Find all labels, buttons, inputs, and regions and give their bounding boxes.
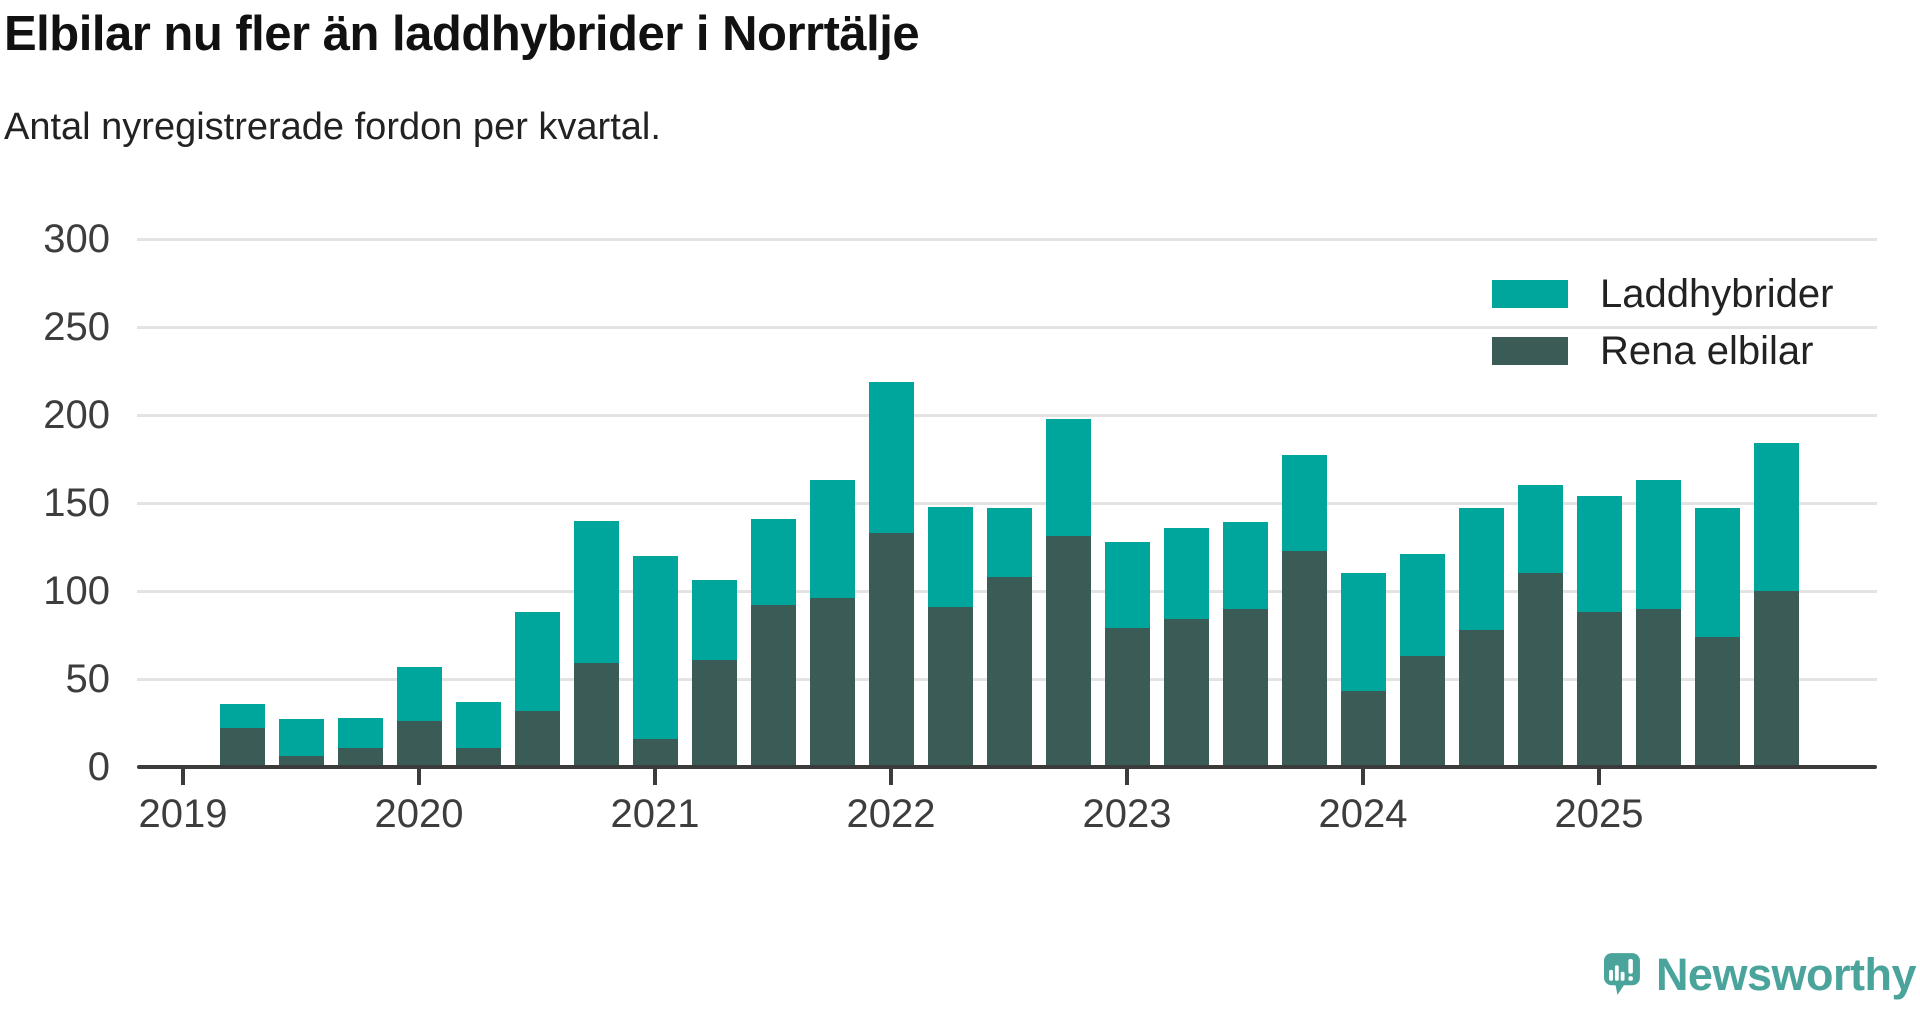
bar-laddhybrider-2022-Q2	[927, 506, 973, 607]
bar-laddhybrider-2021-Q2	[691, 580, 737, 660]
bar-rena-elbilar-2019-Q3	[278, 756, 324, 767]
newsworthy-brand: Newsworthy	[1604, 940, 1917, 1010]
bar-rena-elbilar-2021-Q2	[691, 659, 737, 767]
bar-laddhybrider-2019-Q4	[337, 717, 383, 748]
bar-rena-elbilar-2025-Q3	[1694, 636, 1740, 767]
bar-laddhybrider-2025-Q4	[1753, 443, 1799, 591]
bar-laddhybrider-2023-Q1	[1104, 541, 1150, 628]
bar-laddhybrider-2020-Q4	[573, 520, 619, 664]
y-axis-tick-label: 300	[43, 217, 110, 261]
bar-rena-elbilar-2025-Q2	[1635, 608, 1681, 767]
bar-laddhybrider-2025-Q3	[1694, 508, 1740, 637]
bar-rena-elbilar-2024-Q3	[1458, 629, 1504, 767]
bar-rena-elbilar-2025-Q4	[1753, 591, 1799, 767]
x-axis-label-2024: 2024	[1318, 792, 1408, 836]
bar-rena-elbilar-2022-Q1	[868, 532, 914, 767]
bar-laddhybrider-2022-Q1	[868, 381, 914, 533]
bar-rena-elbilar-2024-Q1	[1340, 691, 1386, 767]
bar-laddhybrider-2020-Q1	[396, 666, 442, 722]
bar-laddhybrider-2024-Q2	[1399, 554, 1445, 657]
bar-rena-elbilar-2022-Q4	[1045, 536, 1091, 767]
bar-laddhybrider-2019-Q3	[278, 719, 324, 757]
bar-rena-elbilar-2020-Q1	[396, 721, 442, 767]
x-axis-line	[137, 765, 1877, 769]
y-axis-tick-label: 150	[43, 481, 110, 525]
x-axis-label-2022: 2022	[846, 792, 936, 836]
bar-rena-elbilar-2023-Q3	[1222, 608, 1268, 767]
bar-rena-elbilar-2023-Q1	[1104, 627, 1150, 767]
bar-laddhybrider-2025-Q2	[1635, 480, 1681, 609]
chart-subtitle: Antal nyregistrerade fordon per kvartal.	[4, 106, 661, 148]
bar-rena-elbilar-2021-Q4	[809, 598, 855, 767]
bar-rena-elbilar-2022-Q2	[927, 606, 973, 767]
bar-rena-elbilar-2024-Q2	[1399, 656, 1445, 767]
bar-laddhybrider-2023-Q2	[1163, 527, 1209, 620]
legend-item-laddhybrider: Laddhybrider	[1492, 272, 1834, 316]
bar-rena-elbilar-2020-Q4	[573, 663, 619, 767]
bar-rena-elbilar-2023-Q4	[1281, 550, 1327, 767]
x-axis-tick	[1597, 769, 1601, 785]
gridline-y-300	[137, 237, 1877, 241]
gridline-y-250	[137, 325, 1877, 329]
bar-rena-elbilar-2021-Q3	[750, 605, 796, 767]
legend: Laddhybrider Rena elbilar	[1492, 272, 1834, 394]
bar-rena-elbilar-2021-Q1	[632, 738, 678, 767]
y-axis-tick-label: 200	[43, 393, 110, 437]
bar-laddhybrider-2024-Q3	[1458, 508, 1504, 630]
bar-rena-elbilar-2023-Q2	[1163, 619, 1209, 767]
bar-laddhybrider-2022-Q3	[986, 508, 1032, 577]
bar-rena-elbilar-2020-Q3	[514, 710, 560, 767]
gridline-y-150	[137, 501, 1877, 505]
newsworthy-logo-icon	[1604, 953, 1640, 995]
x-axis-label-2019: 2019	[138, 792, 228, 836]
bar-laddhybrider-2024-Q1	[1340, 573, 1386, 692]
x-axis-tick	[1125, 769, 1129, 785]
bar-laddhybrider-2023-Q4	[1281, 455, 1327, 551]
legend-swatch-laddhybrider	[1492, 280, 1568, 308]
x-axis-label-2023: 2023	[1082, 792, 1172, 836]
bar-rena-elbilar-2019-Q2	[219, 728, 265, 767]
bar-laddhybrider-2021-Q4	[809, 480, 855, 599]
legend-item-rena-elbilar: Rena elbilar	[1492, 329, 1834, 373]
x-axis-tick	[417, 769, 421, 785]
y-axis-tick-label: 100	[43, 569, 110, 613]
brand-name: Newsworthy	[1655, 949, 1917, 1000]
x-axis-label-2025: 2025	[1554, 792, 1644, 836]
x-axis-tick	[181, 769, 185, 785]
bar-rena-elbilar-2019-Q4	[337, 747, 383, 767]
bar-rena-elbilar-2024-Q4	[1517, 573, 1563, 767]
bar-laddhybrider-2023-Q3	[1222, 522, 1268, 609]
bar-laddhybrider-2024-Q4	[1517, 485, 1563, 574]
x-axis-tick	[653, 769, 657, 785]
y-axis-tick-label: 250	[43, 305, 110, 349]
legend-swatch-rena-elbilar	[1492, 337, 1568, 365]
bar-laddhybrider-2022-Q4	[1045, 418, 1091, 537]
y-axis-tick-label: 0	[87, 745, 110, 789]
y-axis-tick-label: 50	[65, 657, 111, 701]
x-axis-tick	[889, 769, 893, 785]
bar-laddhybrider-2020-Q2	[455, 701, 501, 748]
legend-label: Rena elbilar	[1600, 328, 1814, 373]
x-axis-label-2020: 2020	[374, 792, 464, 836]
gridline-y-200	[137, 413, 1877, 417]
bar-rena-elbilar-2022-Q3	[986, 576, 1032, 767]
x-axis-tick	[1361, 769, 1365, 785]
bar-rena-elbilar-2020-Q2	[455, 747, 501, 767]
bar-laddhybrider-2021-Q1	[632, 555, 678, 739]
legend-label: Laddhybrider	[1600, 271, 1834, 316]
bar-laddhybrider-2019-Q2	[219, 703, 265, 729]
bar-laddhybrider-2025-Q1	[1576, 495, 1622, 613]
x-axis-label-2021: 2021	[610, 792, 700, 836]
chart-title: Elbilar nu fler än laddhybrider i Norrtä…	[4, 7, 920, 61]
bar-laddhybrider-2020-Q3	[514, 612, 560, 711]
bar-laddhybrider-2021-Q3	[750, 518, 796, 606]
bar-rena-elbilar-2025-Q1	[1576, 612, 1622, 767]
